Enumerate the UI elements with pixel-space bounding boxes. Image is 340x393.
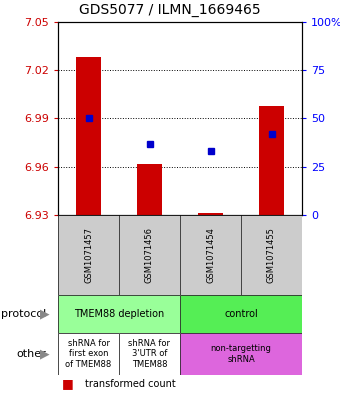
Text: GSM1071455: GSM1071455 <box>267 227 276 283</box>
Bar <box>137 163 162 215</box>
Text: non-targetting
shRNA: non-targetting shRNA <box>210 344 271 364</box>
Text: control: control <box>224 309 258 319</box>
Text: ■: ■ <box>62 391 73 393</box>
Text: GDS5077 / ILMN_1669465: GDS5077 / ILMN_1669465 <box>79 3 261 17</box>
Text: ▶: ▶ <box>40 307 50 321</box>
Text: ▶: ▶ <box>40 347 50 360</box>
Text: shRNA for
first exon
of TMEM88: shRNA for first exon of TMEM88 <box>65 339 112 369</box>
Bar <box>76 57 101 215</box>
Text: shRNA for
3'UTR of
TMEM88: shRNA for 3'UTR of TMEM88 <box>129 339 170 369</box>
Text: protocol: protocol <box>1 309 47 319</box>
Bar <box>259 106 284 215</box>
Text: transformed count: transformed count <box>85 379 176 389</box>
Text: TMEM88 depletion: TMEM88 depletion <box>74 309 164 319</box>
Text: other: other <box>17 349 47 359</box>
Text: ■: ■ <box>62 378 73 391</box>
Bar <box>198 213 223 215</box>
Text: GSM1071456: GSM1071456 <box>145 227 154 283</box>
Text: GSM1071457: GSM1071457 <box>84 227 93 283</box>
Text: GSM1071454: GSM1071454 <box>206 227 215 283</box>
